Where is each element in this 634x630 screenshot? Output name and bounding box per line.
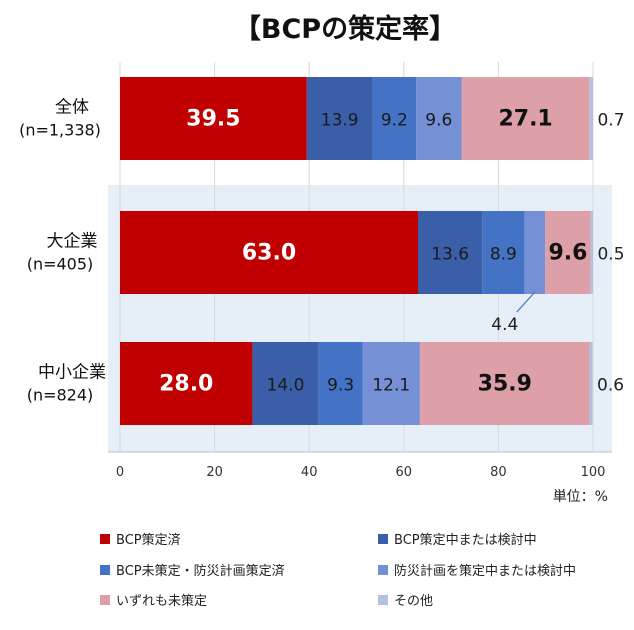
- category-n-label: (n=824): [27, 386, 94, 405]
- unit-label: 単位：%: [553, 489, 608, 505]
- data-label: 27.1: [498, 107, 552, 132]
- bar-segment: [252, 342, 319, 425]
- data-label: 12.1: [372, 376, 410, 396]
- category-n-label: (n=1,338): [19, 121, 101, 140]
- data-label: 0.7: [597, 111, 624, 131]
- data-label: 0.6: [597, 376, 624, 396]
- data-label: 28.0: [159, 372, 213, 397]
- data-label: 63.0: [242, 241, 296, 266]
- x-tick-label: 40: [301, 465, 318, 480]
- bar-segment: [524, 211, 546, 294]
- bar-segment: [306, 77, 373, 160]
- data-label: 35.9: [478, 372, 532, 397]
- data-label: 14.0: [267, 376, 305, 396]
- callout-line: [516, 291, 536, 313]
- bar-segment: [482, 211, 525, 294]
- x-tick-label: 80: [490, 465, 507, 480]
- category-n-label: (n=405): [27, 255, 94, 274]
- data-label: 9.3: [327, 376, 354, 396]
- bar-segment: [589, 77, 593, 160]
- x-tick-label: 60: [396, 465, 413, 480]
- bar-segment: [416, 77, 462, 160]
- data-label: 39.5: [186, 107, 240, 132]
- data-label: 13.6: [431, 245, 469, 265]
- bar-segment: [318, 342, 363, 425]
- bar-segment: [120, 211, 418, 294]
- category-label: 大企業: [47, 232, 98, 252]
- data-label: 9.6: [425, 111, 452, 131]
- category-label: 中小企業: [38, 363, 106, 383]
- data-label: 9.6: [548, 241, 587, 266]
- data-label: 8.9: [490, 245, 517, 265]
- bar-segment: [589, 342, 593, 425]
- bar-segment: [461, 77, 590, 160]
- data-label: 9.2: [381, 111, 408, 131]
- bar-segment: [120, 77, 307, 160]
- data-label: 13.9: [321, 111, 359, 131]
- x-tick-label: 100: [581, 465, 606, 480]
- bar-segment: [419, 342, 590, 425]
- bar-segment: [362, 342, 420, 425]
- bar-segment: [417, 211, 483, 294]
- x-tick-label: 0: [116, 465, 124, 480]
- bar-segment: [372, 77, 417, 160]
- category-label: 全体: [55, 98, 89, 118]
- chart-title: 【BCPの策定率】: [234, 13, 456, 45]
- bar-segment: [545, 211, 591, 294]
- bar-segment: [120, 342, 253, 425]
- callout-label: 4.4: [491, 315, 518, 335]
- x-tick-label: 20: [206, 465, 223, 480]
- bar-segment: [590, 211, 593, 294]
- data-label: 0.5: [597, 245, 624, 265]
